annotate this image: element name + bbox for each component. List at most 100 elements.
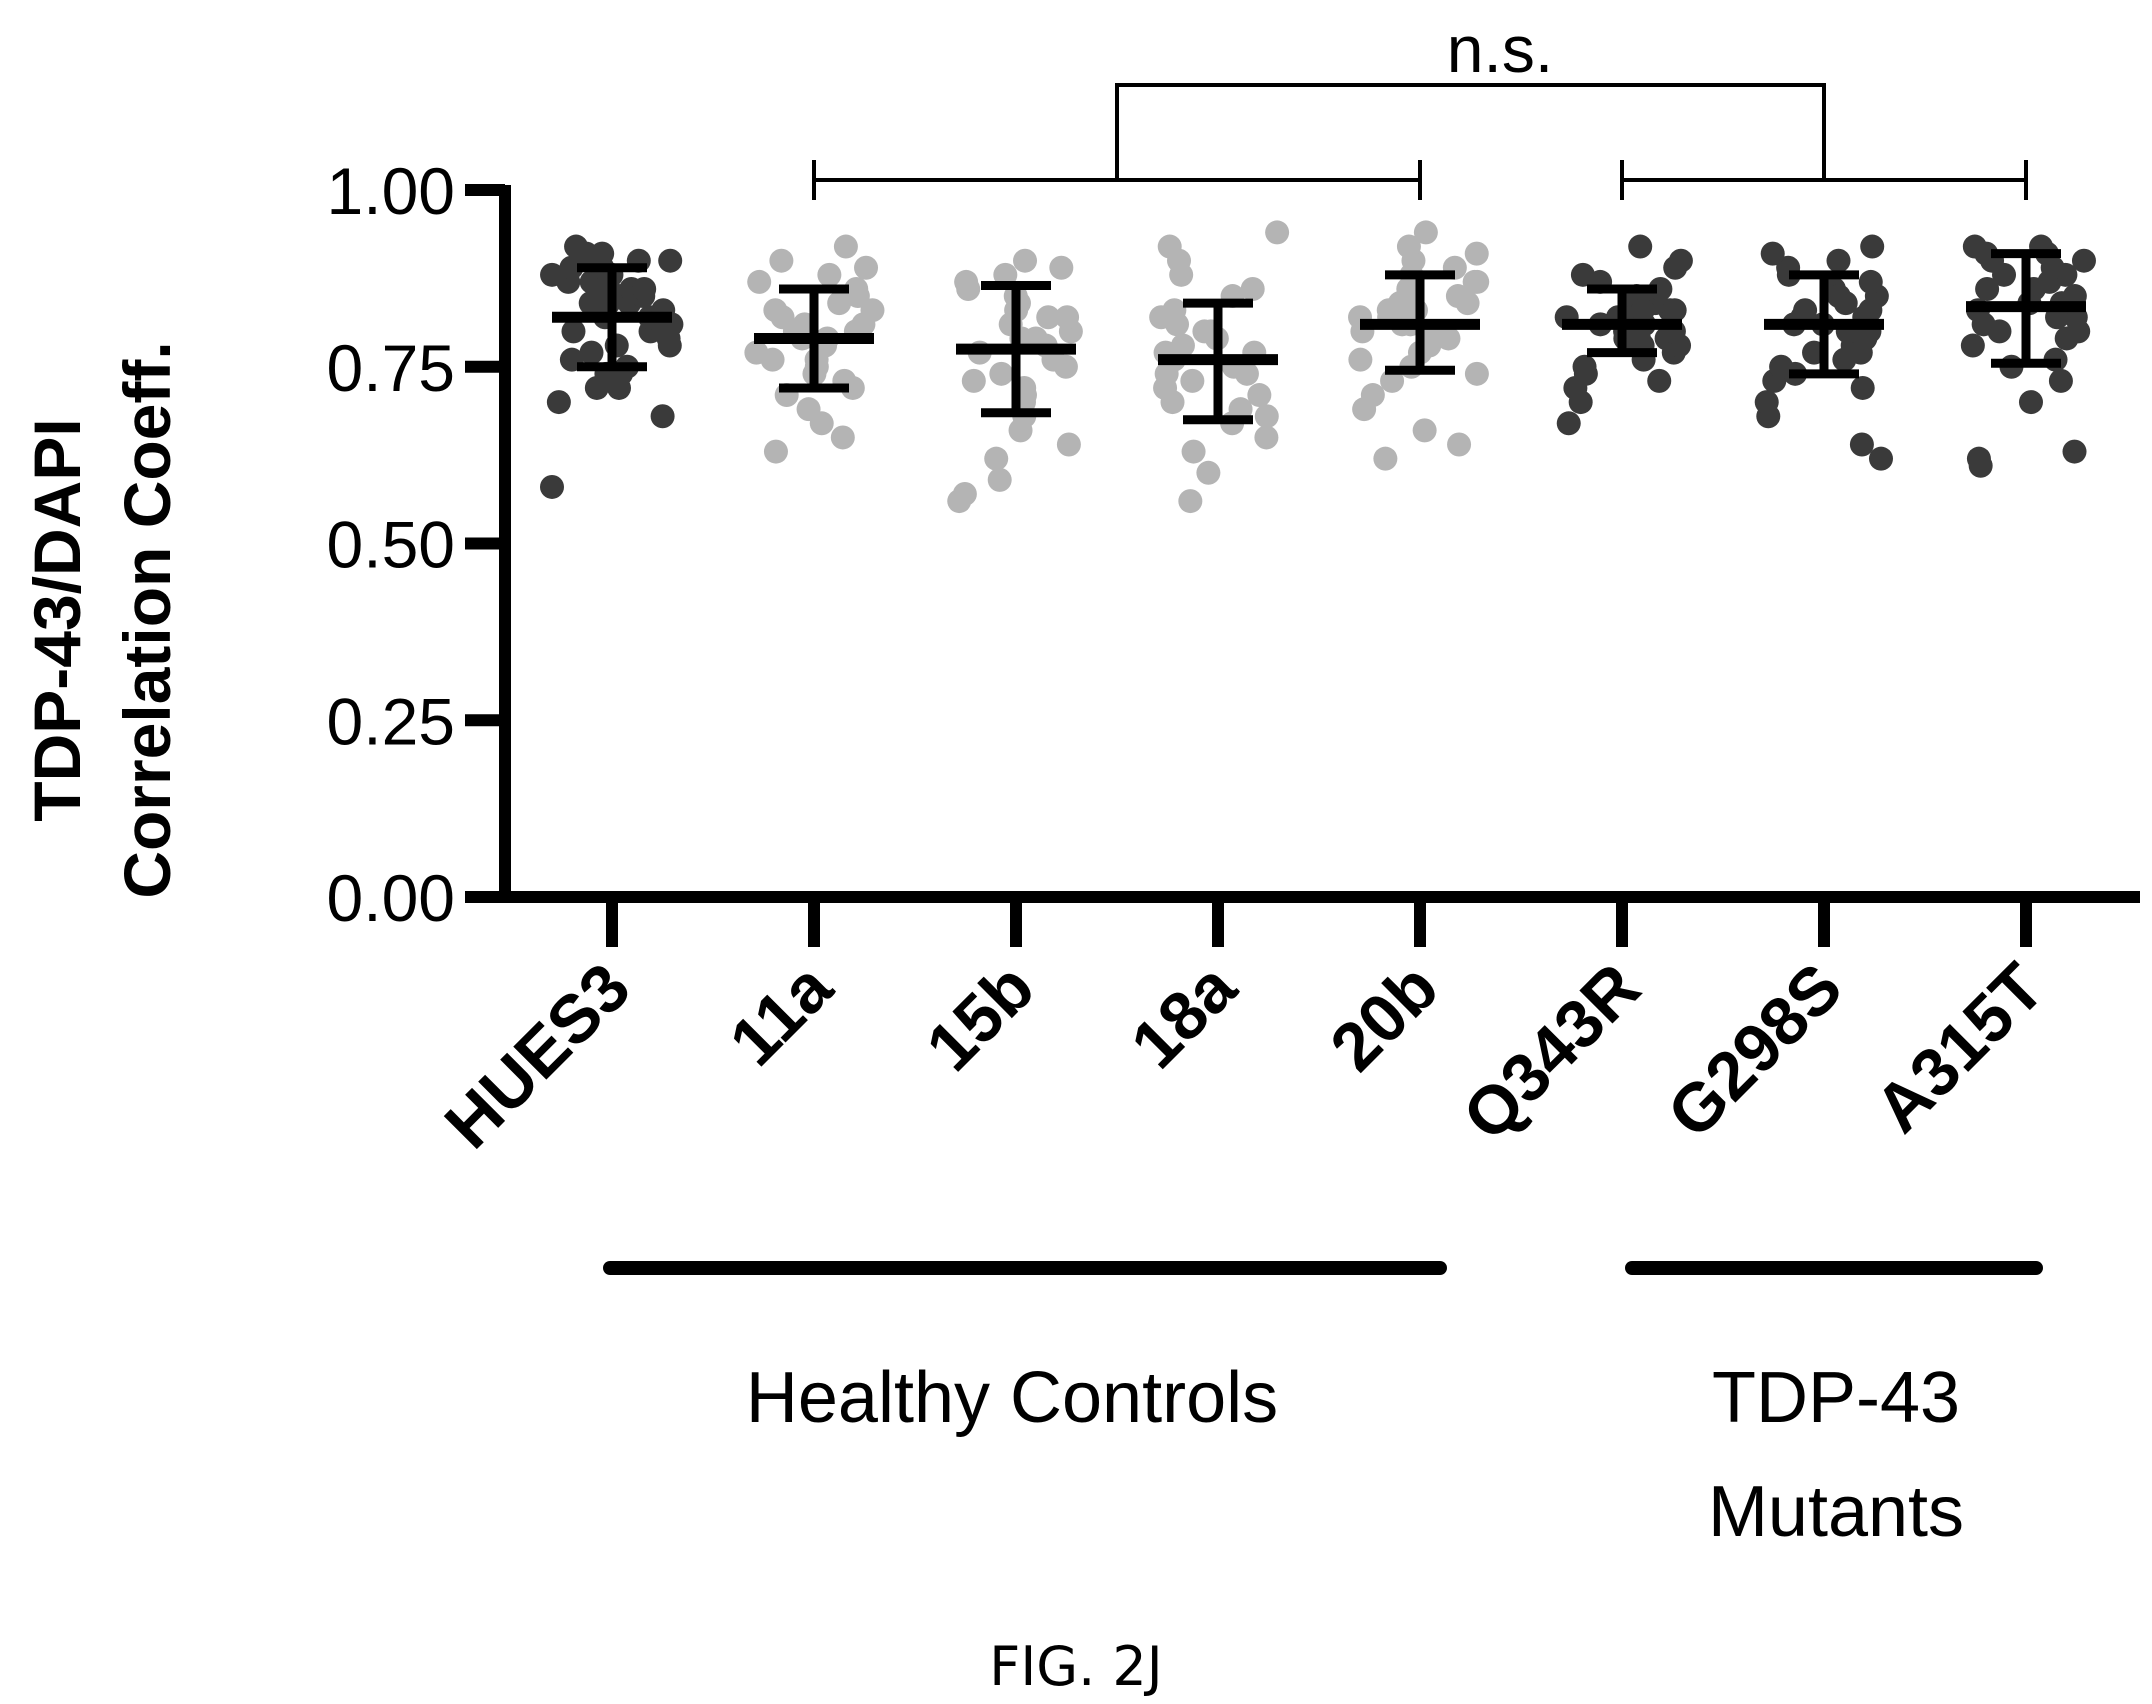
- x-tick-label: A315T: [1861, 949, 2059, 1147]
- data-point: [540, 474, 564, 499]
- data-point: [993, 262, 1018, 287]
- data-point: [1849, 432, 1874, 457]
- data-point: [1376, 298, 1401, 323]
- data-point: [1975, 276, 2000, 301]
- data-point: [1860, 234, 1885, 259]
- data-point: [1853, 326, 1878, 351]
- data-point: [827, 291, 852, 316]
- x-tick-label: 18a: [1117, 948, 1252, 1083]
- data-point: [658, 248, 683, 273]
- significance-label: n.s.: [1447, 12, 1553, 86]
- data-point: [1628, 234, 1653, 259]
- data-point: [1960, 333, 1985, 358]
- data-point: [564, 234, 589, 259]
- data-point: [590, 241, 615, 266]
- group-label-mutants-line1: TDP-43: [1712, 1358, 1960, 1438]
- data-point: [1178, 489, 1203, 514]
- data-point: [1572, 354, 1597, 379]
- data-point: [984, 446, 1009, 471]
- data-point: [769, 248, 794, 273]
- data-point: [1868, 446, 1893, 471]
- data-point: [1850, 375, 1875, 400]
- data-point: [1648, 276, 1673, 301]
- data-point: [1630, 298, 1655, 323]
- x-tick-label: G298S: [1653, 949, 1856, 1152]
- data-point: [1626, 326, 1651, 351]
- data-point: [2062, 439, 2087, 464]
- data-point: [1992, 262, 2017, 287]
- data-point: [2018, 390, 2043, 415]
- data-point: [851, 312, 876, 337]
- data-point: [546, 390, 571, 415]
- data-point: [760, 347, 785, 372]
- data-point: [1181, 439, 1206, 464]
- data-point: [1445, 284, 1470, 309]
- x-tick-label: Q343R: [1449, 949, 1655, 1155]
- data-point: [952, 482, 977, 507]
- data-point: [1360, 383, 1385, 408]
- data-point: [1966, 446, 1991, 471]
- data-point: [1556, 411, 1581, 436]
- data-point: [540, 262, 565, 287]
- data-point: [1049, 255, 1074, 280]
- data-point: [1570, 262, 1595, 287]
- data-point: [1412, 418, 1437, 443]
- data-point: [763, 298, 788, 323]
- data-point: [1447, 432, 1472, 457]
- data-point: [1196, 460, 1221, 485]
- data-point: [1157, 234, 1182, 259]
- data-point: [1228, 397, 1253, 422]
- y-axis-label-line1: TDP-43/DAPI: [20, 418, 94, 821]
- data-point: [1036, 305, 1061, 330]
- data-point: [854, 255, 879, 280]
- y-tick-label: 0.75: [327, 331, 455, 405]
- y-tick-label: 0.00: [327, 861, 455, 935]
- data-point: [657, 333, 682, 358]
- data-point: [1464, 241, 1489, 266]
- data-point: [1170, 333, 1195, 358]
- data-point: [796, 397, 821, 422]
- y-tick-label: 0.25: [327, 684, 455, 758]
- data-point: [844, 276, 869, 301]
- y-axis-label-line2: Correlation Coeff.: [110, 341, 184, 898]
- data-point: [1662, 298, 1687, 323]
- data-point: [1348, 347, 1373, 372]
- data-point: [1668, 248, 1693, 273]
- data-point: [1056, 432, 1081, 457]
- data-point: [1826, 284, 1851, 309]
- data-point: [817, 262, 842, 287]
- x-tick-label: 15b: [912, 949, 1049, 1086]
- data-point: [1162, 298, 1187, 323]
- data-point: [561, 319, 586, 344]
- data-point: [1254, 404, 1279, 429]
- data-point: [1396, 276, 1421, 301]
- data-point: [1769, 354, 1794, 379]
- data-point: [2048, 368, 2073, 393]
- x-tick-label: 20b: [1316, 949, 1453, 1086]
- data-point: [1858, 269, 1883, 294]
- data-point: [747, 269, 772, 294]
- data-point: [1180, 368, 1205, 393]
- data-point: [1826, 248, 1851, 273]
- data-point: [763, 439, 788, 464]
- data-point: [833, 234, 858, 259]
- data-point: [650, 404, 675, 429]
- x-tick-label: HUES3: [431, 949, 645, 1163]
- data-point: [1373, 446, 1398, 471]
- data-point: [1247, 383, 1272, 408]
- data-point: [1240, 276, 1265, 301]
- data-point: [1464, 361, 1489, 386]
- data-point: [961, 368, 986, 393]
- data-point: [1754, 390, 1779, 415]
- data-point: [1962, 234, 1987, 259]
- data-point: [559, 255, 584, 280]
- data-point: [989, 361, 1014, 386]
- data-point: [632, 276, 657, 301]
- data-point: [1380, 368, 1405, 393]
- data-point: [1254, 425, 1279, 450]
- x-tick-label: 11a: [715, 948, 847, 1080]
- data-point: [1760, 241, 1785, 266]
- plot-area: 0.00 0.25 0.50 0.75 1.00 HUES3 11a 15b 18a 20bQ34…: [327, 83, 2140, 1275]
- data-point: [1013, 248, 1038, 273]
